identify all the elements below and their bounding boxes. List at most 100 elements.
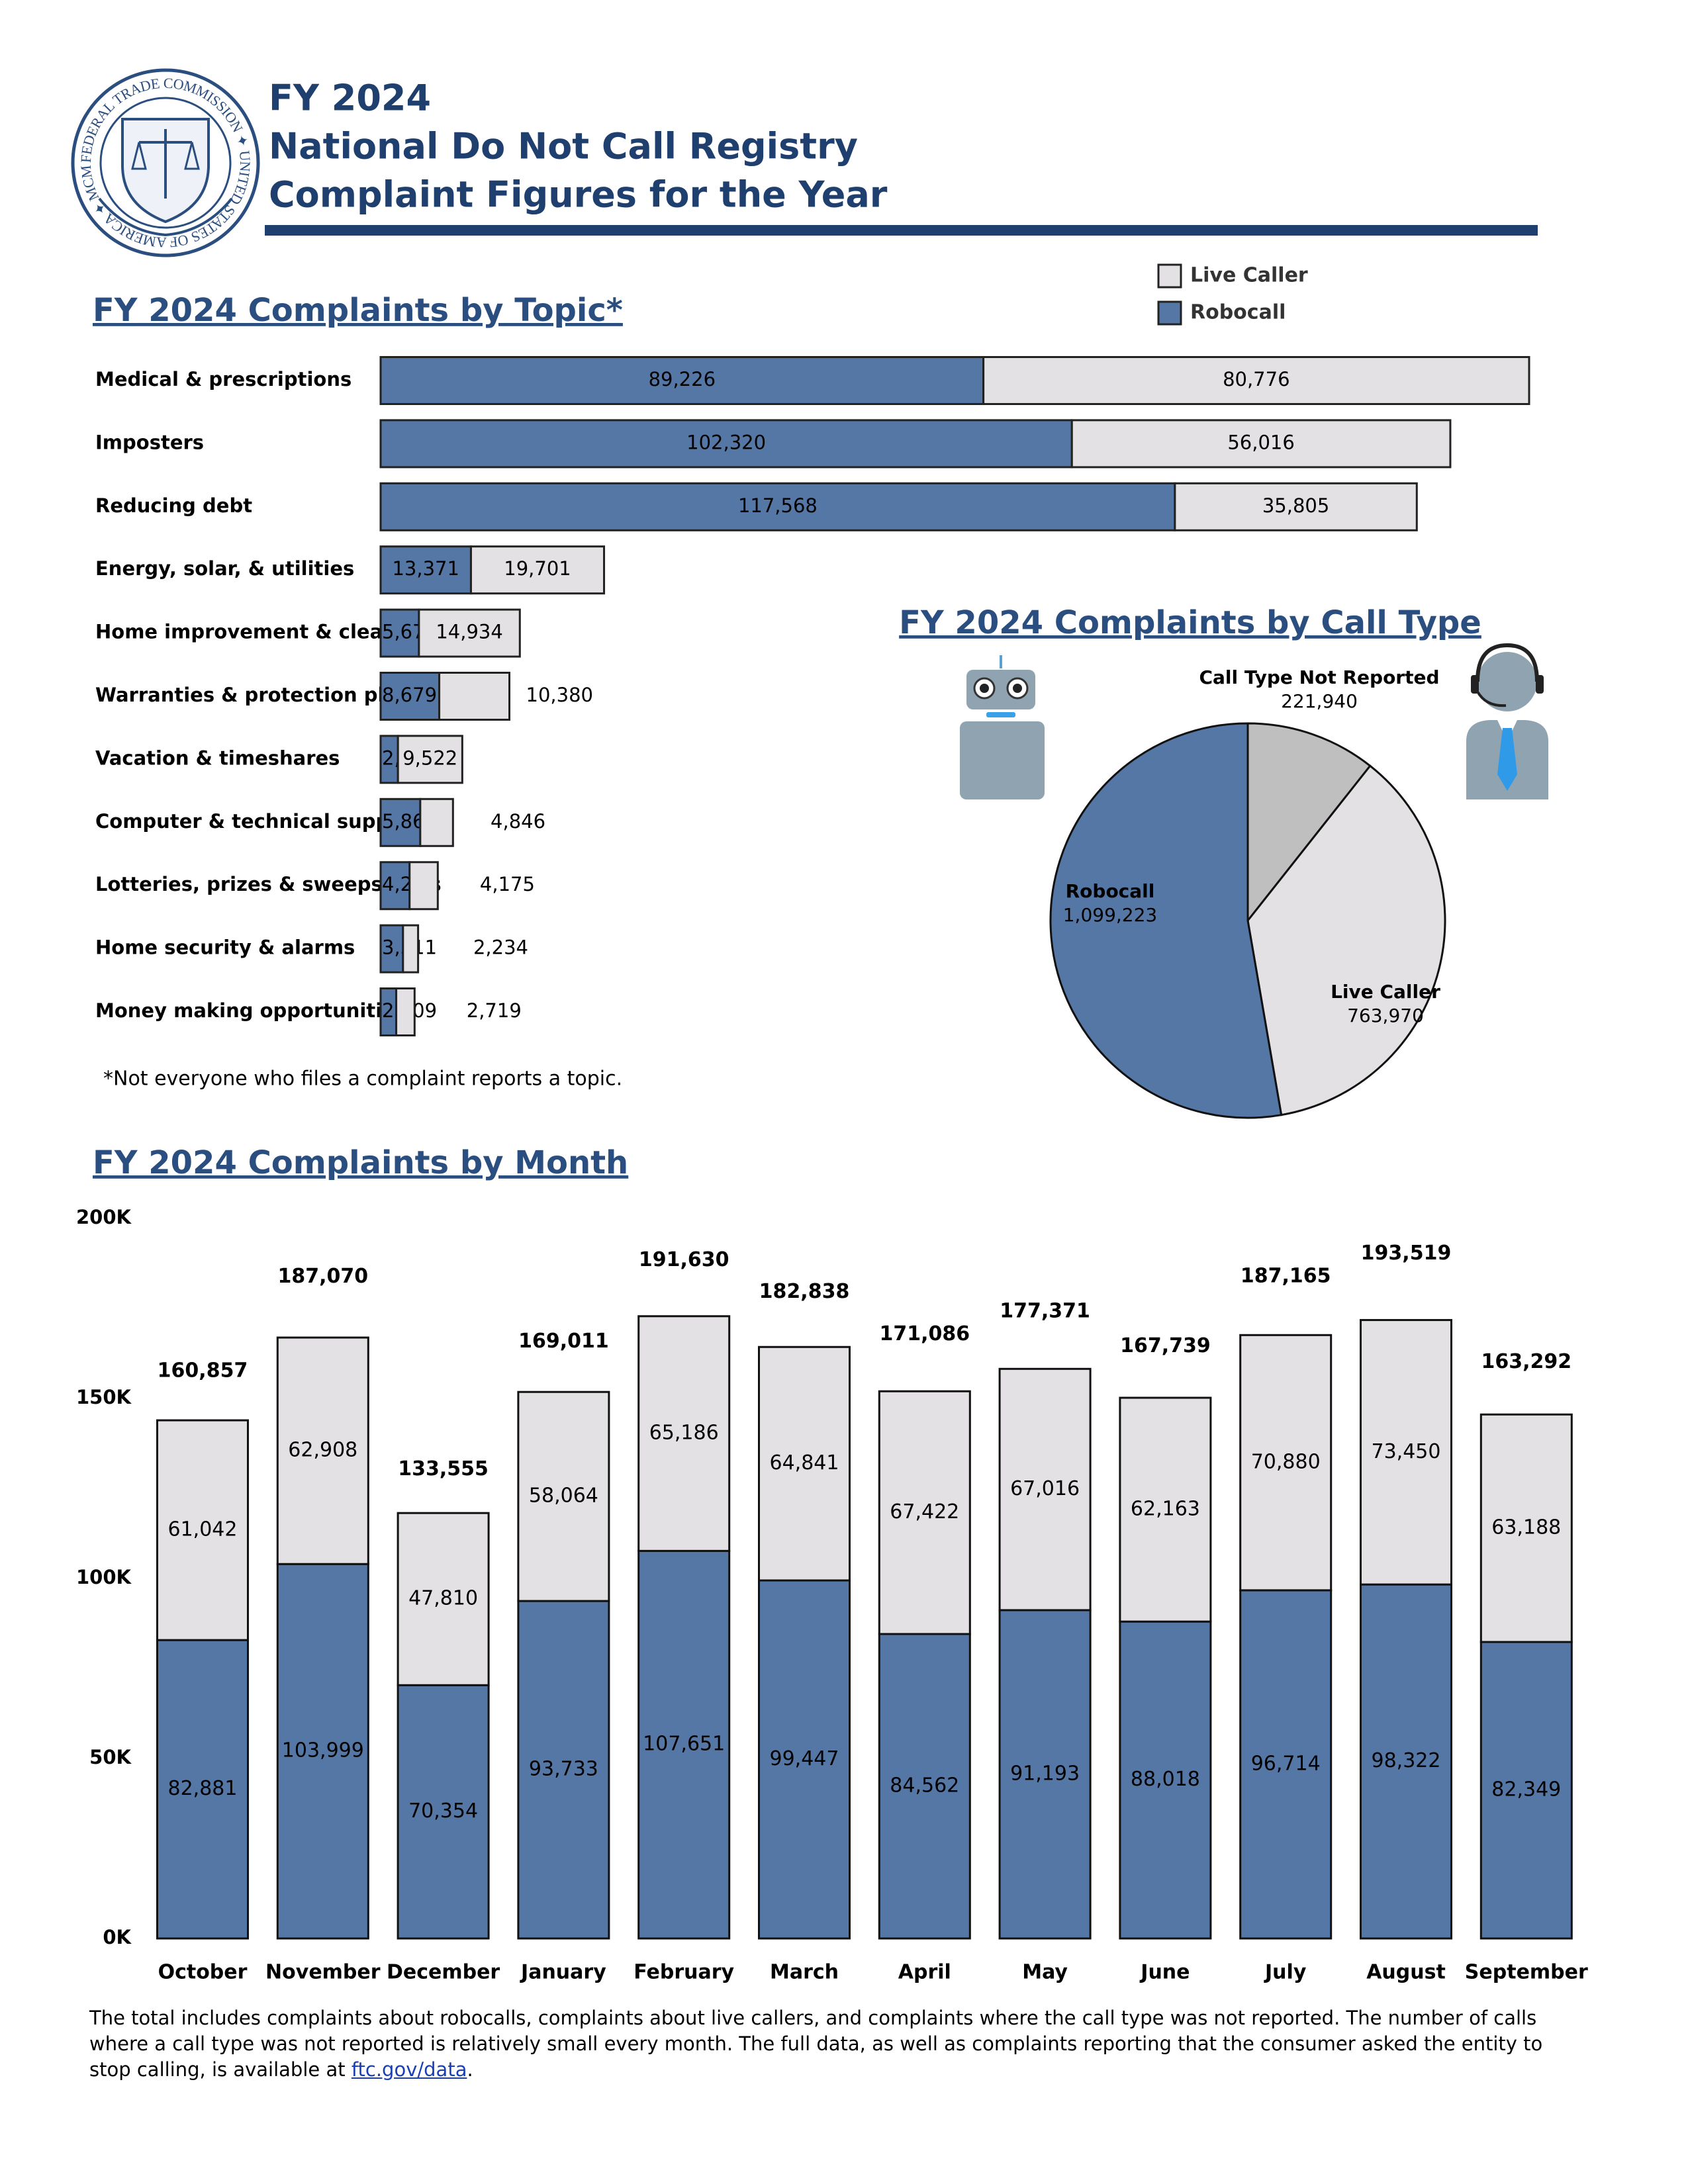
slice-value: 1,099,223 (1063, 904, 1158, 926)
value-label: 117,568 (738, 494, 818, 517)
slice-value: 763,970 (1347, 1005, 1424, 1026)
bar-segment (379, 608, 420, 658)
value-label: 47,810 (408, 1587, 478, 1610)
x-tick-label: May (1022, 1961, 1068, 1984)
bar-segment (395, 987, 416, 1036)
value-label: 102,320 (686, 431, 766, 453)
bar-segment (1174, 482, 1418, 531)
value-label: 73,450 (1372, 1440, 1441, 1463)
slice-name: Call Type Not Reported (1199, 666, 1439, 688)
total-label: 193,519 (1361, 1242, 1452, 1265)
value-label: 89,226 (649, 368, 716, 390)
data-link[interactable]: ftc.gov/data (351, 2058, 467, 2081)
person-icon (1466, 643, 1548, 799)
section-title: FY 2024 Complaints by Call Type (899, 604, 1481, 641)
total-label: 167,739 (1120, 1334, 1211, 1357)
bar-segment (758, 1345, 851, 1582)
bar-segment (1239, 1589, 1333, 1940)
value-label: 65,186 (649, 1422, 719, 1445)
pie-slice (1246, 722, 1372, 924)
x-tick-label: November (265, 1961, 381, 1984)
total-label: 169,011 (518, 1330, 609, 1353)
bar-segment (469, 545, 606, 595)
x-tick-label: December (387, 1961, 500, 1984)
bar-segment (402, 924, 420, 974)
title-line: FY 2024 (269, 77, 431, 119)
x-tick-label: January (520, 1961, 606, 1984)
value-label: 35,805 (1262, 494, 1329, 517)
pie-slice (1049, 722, 1283, 1119)
bar-segment (276, 1563, 369, 1940)
value-label: 14,934 (436, 621, 502, 643)
total-label: 187,070 (277, 1265, 368, 1288)
bar-segment (878, 1633, 971, 1940)
legend-label: Robocall (1190, 301, 1286, 324)
bar-segment (397, 735, 463, 784)
category-label: Home security & alarms (95, 936, 355, 959)
footnote: *Not everyone who files a complaint repo… (103, 1068, 622, 1091)
bar-segment (379, 545, 472, 595)
value-label: 61,042 (168, 1518, 238, 1541)
value-label: 64,841 (770, 1451, 839, 1475)
total-label: 182,838 (759, 1280, 850, 1303)
value-label: 2,234 (473, 936, 528, 959)
category-label: Computer & technical support (95, 810, 422, 833)
value-label: 70,880 (1251, 1451, 1321, 1474)
value-label: 96,714 (1251, 1752, 1321, 1775)
bar-segment (438, 672, 511, 721)
seal: FEDERAL TRADE COMMISSION ✦ UNITED STATES… (0, 0, 260, 257)
x-tick-label: February (633, 1961, 734, 1984)
value-label: 67,016 (1010, 1477, 1080, 1500)
bar-segment (1119, 1396, 1212, 1623)
bar-segment (418, 608, 521, 658)
section-title: FY 2024 Complaints by Topic* (93, 292, 623, 329)
value-label: 13,371 (392, 557, 459, 580)
bar-segment (1070, 419, 1452, 469)
value-label: 99,447 (770, 1747, 839, 1770)
value-label: 19,701 (504, 557, 571, 580)
y-tick-label: 100K (76, 1566, 132, 1588)
value-label: 62,163 (1131, 1498, 1200, 1521)
bar-segment (1119, 1620, 1212, 1940)
bar-segment (1479, 1641, 1573, 1940)
category-label: Imposters (95, 431, 204, 453)
total-label: 191,630 (639, 1248, 729, 1271)
bar-segment (379, 797, 422, 847)
bar-segment (156, 1419, 249, 1641)
bar-segment (998, 1367, 1092, 1612)
total-label: 133,555 (398, 1457, 489, 1480)
value-label: 4,175 (480, 873, 535, 895)
bar-segment (637, 1549, 731, 1940)
y-tick-label: 0K (103, 1926, 132, 1948)
legend-swatch (1157, 300, 1182, 326)
bar-segment (878, 1390, 971, 1635)
value-label: 70,354 (408, 1799, 478, 1823)
value-label: 8,679 (382, 684, 437, 706)
bar-segment (1360, 1583, 1452, 1940)
title-line: National Do Not Call Registry (269, 126, 858, 167)
bar-segment (397, 1512, 490, 1686)
value-label: 4,846 (491, 810, 545, 833)
bar-segment (379, 672, 441, 721)
x-tick-label: August (1366, 1961, 1446, 1984)
bar-segment (982, 356, 1530, 405)
value-label: 88,018 (1131, 1768, 1200, 1791)
total-label: 177,371 (1000, 1300, 1090, 1323)
pie-slice (1246, 764, 1446, 1116)
bar-segment (276, 1336, 369, 1565)
total-label: 187,165 (1241, 1264, 1331, 1287)
bar-segment (998, 1609, 1092, 1940)
note-text: The total includes complaints about robo… (89, 2007, 1543, 2081)
note-end: . (467, 2058, 473, 2081)
y-tick-label: 200K (76, 1206, 132, 1228)
value-label: 2,719 (467, 999, 522, 1022)
bar-segment (758, 1579, 851, 1940)
category-label: Medical & prescriptions (95, 368, 352, 390)
y-tick-label: 150K (76, 1386, 132, 1408)
x-tick-label: June (1139, 1961, 1190, 1984)
bar-segment (517, 1390, 610, 1602)
value-label: 107,651 (643, 1733, 725, 1756)
value-label: 9,522 (402, 747, 457, 769)
